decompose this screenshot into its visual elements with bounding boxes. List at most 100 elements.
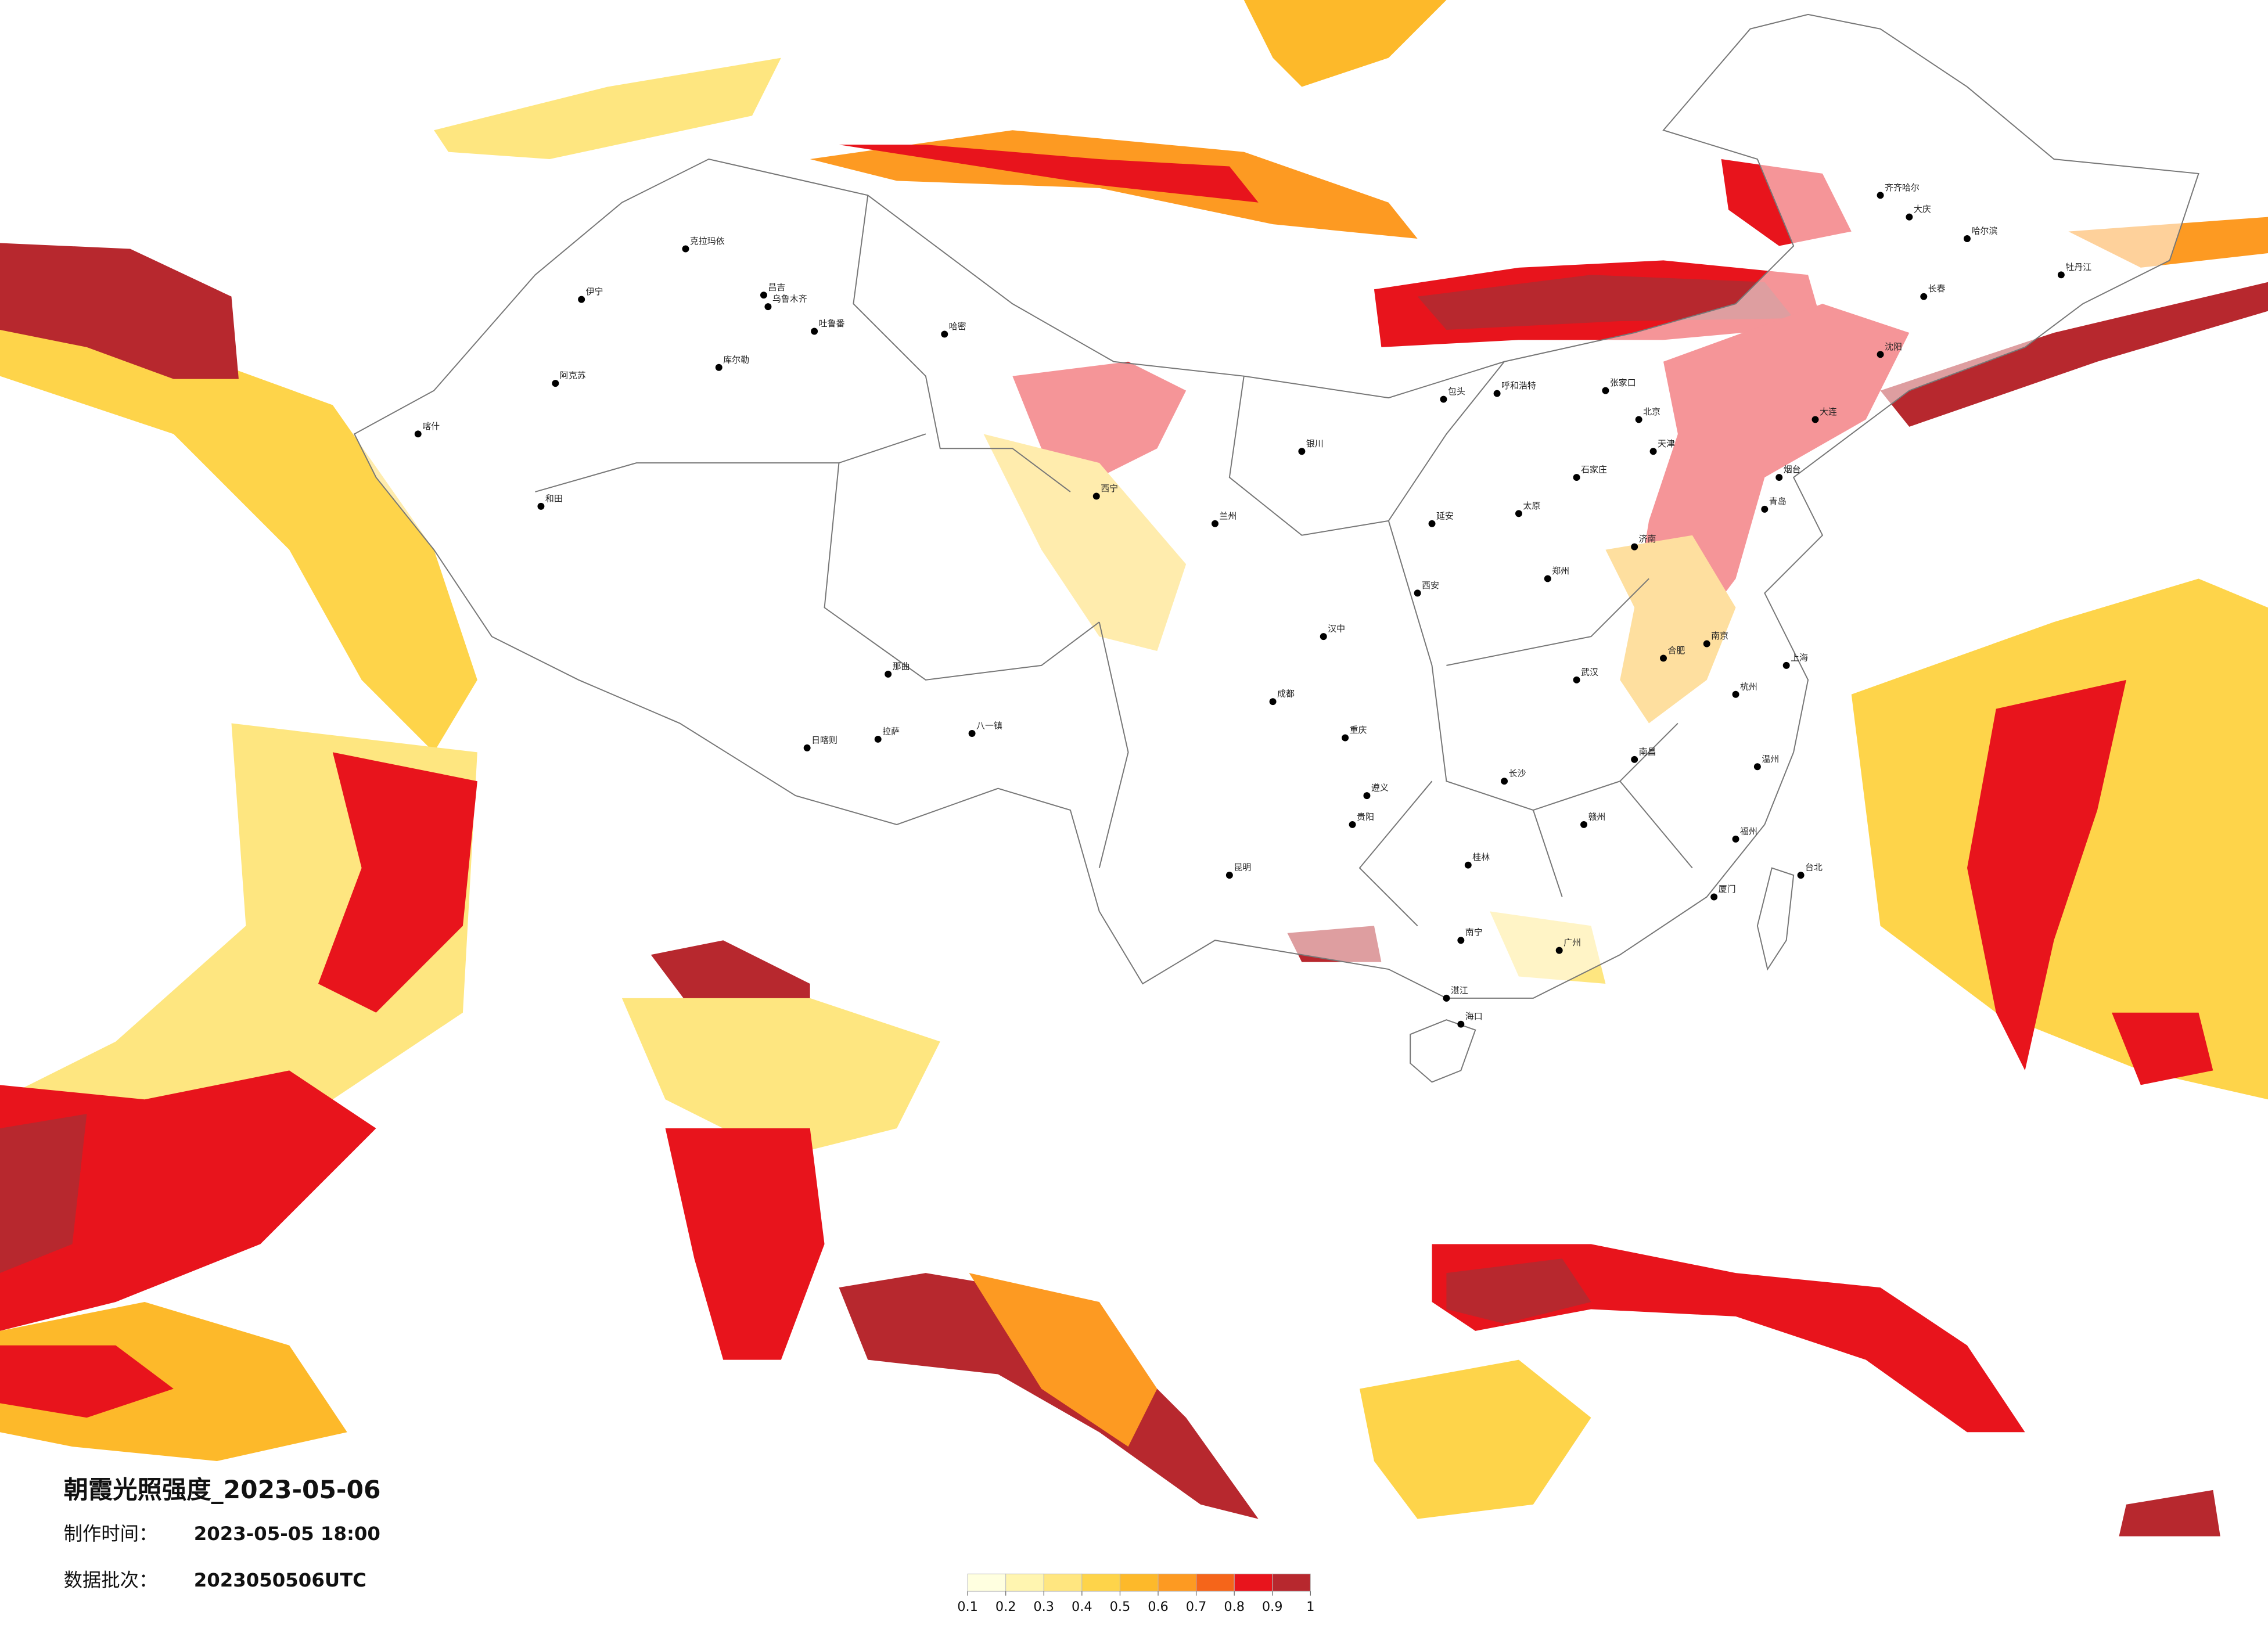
city-label: 八一镇 xyxy=(976,721,1002,731)
city-dot xyxy=(1660,654,1667,662)
made-time-value: 2023-05-05 18:00 xyxy=(194,1523,380,1545)
legend-swatch xyxy=(1158,1573,1197,1592)
city-label: 厦门 xyxy=(1719,884,1736,894)
heat-patch xyxy=(0,1070,376,1331)
city-label: 银川 xyxy=(1306,438,1324,449)
city-dot xyxy=(1906,213,1913,221)
city-dot xyxy=(885,670,892,678)
city-label: 济南 xyxy=(1639,534,1656,544)
legend-tick-label: 0.7 xyxy=(1186,1599,1207,1614)
city-dot xyxy=(1753,763,1761,771)
city-dot xyxy=(2057,271,2065,279)
heat-patch xyxy=(0,289,477,753)
city-dot xyxy=(1920,293,1928,300)
city-dot xyxy=(941,330,948,338)
city-label: 温州 xyxy=(1762,754,1779,764)
city-dot xyxy=(803,744,811,751)
city-dot xyxy=(1710,893,1718,901)
city-dot xyxy=(682,245,689,253)
city-label: 台北 xyxy=(1805,862,1823,873)
legend: 0.1 0.2 0.3 0.4 0.5 0.6 0.7 0.8 0.9 1 xyxy=(957,1573,1314,1614)
city-dot xyxy=(1732,690,1739,698)
city-dot xyxy=(811,328,818,335)
city-dot xyxy=(1877,351,1884,358)
city-dot xyxy=(1811,416,1819,423)
city-label: 长沙 xyxy=(1509,768,1526,779)
city-label: 张家口 xyxy=(1610,377,1636,388)
city-label: 武汉 xyxy=(1581,667,1598,677)
city-label: 海口 xyxy=(1465,1011,1483,1021)
city-dot xyxy=(715,364,723,371)
city-label: 成都 xyxy=(1277,689,1295,699)
city-label: 齐齐哈尔 xyxy=(1885,182,1920,193)
city-label: 广州 xyxy=(1563,937,1581,948)
heat-patch xyxy=(0,1114,87,1274)
city-label: 大庆 xyxy=(1914,204,1931,214)
city-dot xyxy=(874,735,882,743)
legend-tick-label: 1 xyxy=(1306,1599,1314,1614)
city-dot xyxy=(760,292,767,299)
heat-patch xyxy=(0,1345,174,1418)
city-label: 哈尔滨 xyxy=(1971,226,1997,236)
city-label: 重庆 xyxy=(1350,725,1367,735)
legend-tick-label: 0.3 xyxy=(1033,1599,1054,1614)
city-dot xyxy=(1440,395,1447,403)
city-label: 库尔勒 xyxy=(723,354,749,365)
city-dot xyxy=(1464,861,1472,869)
city-label: 长春 xyxy=(1928,283,1946,294)
heat-patch xyxy=(1360,1359,1591,1519)
city-label: 北京 xyxy=(1643,406,1660,417)
city-label: 那曲 xyxy=(893,661,910,671)
legend-swatch xyxy=(1234,1573,1273,1592)
city-dot xyxy=(1414,589,1421,597)
city-dot xyxy=(1649,448,1657,455)
heat-patch xyxy=(839,1273,1259,1519)
legend-tick-label: 0.6 xyxy=(1148,1599,1169,1614)
legend-swatch xyxy=(1196,1573,1235,1592)
legend-tick-label: 0.4 xyxy=(1072,1599,1092,1614)
city-dot xyxy=(1775,474,1783,481)
heat-patch xyxy=(1446,1258,1591,1324)
legend-swatch xyxy=(1272,1573,1311,1592)
city-label: 哈密 xyxy=(949,321,966,332)
city-label: 杭州 xyxy=(1740,681,1757,692)
city-dot xyxy=(1761,505,1769,513)
city-label: 郑州 xyxy=(1552,566,1569,576)
city-label: 昌吉 xyxy=(768,282,785,293)
city-label: 伊宁 xyxy=(586,286,603,297)
heat-patch xyxy=(1967,679,2126,1071)
batch-label: 数据批次： xyxy=(64,1569,158,1591)
city-label: 桂林 xyxy=(1472,852,1490,862)
city-label: 拉萨 xyxy=(882,726,900,736)
city-label: 大连 xyxy=(1820,406,1837,417)
city-dot xyxy=(1493,390,1501,397)
city-label: 福州 xyxy=(1740,826,1757,836)
city-dot xyxy=(1298,448,1306,455)
city-label: 克拉玛依 xyxy=(690,236,725,246)
city-label: 兰州 xyxy=(1219,510,1237,521)
city-dot xyxy=(1573,676,1580,684)
city-dot xyxy=(1555,947,1563,954)
city-dot xyxy=(1211,520,1219,527)
city-dot xyxy=(968,730,976,737)
map-title: 朝霞光照强度_2023-05-06 xyxy=(64,1476,381,1504)
city-dot xyxy=(1602,387,1609,394)
city-dot xyxy=(1443,994,1450,1002)
legend-swatch xyxy=(1119,1573,1159,1592)
heat-patch xyxy=(434,57,781,160)
city-label: 天津 xyxy=(1658,438,1675,449)
city-label: 吐鲁番 xyxy=(819,318,845,329)
city-label: 和田 xyxy=(545,493,563,503)
city-label: 西安 xyxy=(1422,580,1439,591)
city-dot xyxy=(1635,416,1642,423)
heat-patch xyxy=(0,243,239,379)
city-dot xyxy=(1457,937,1465,944)
heat-patch xyxy=(2119,1490,2220,1537)
legend-swatch xyxy=(1005,1573,1044,1592)
city-dot xyxy=(1092,492,1100,500)
city-label: 西宁 xyxy=(1101,483,1118,494)
city-dot xyxy=(1631,543,1638,551)
